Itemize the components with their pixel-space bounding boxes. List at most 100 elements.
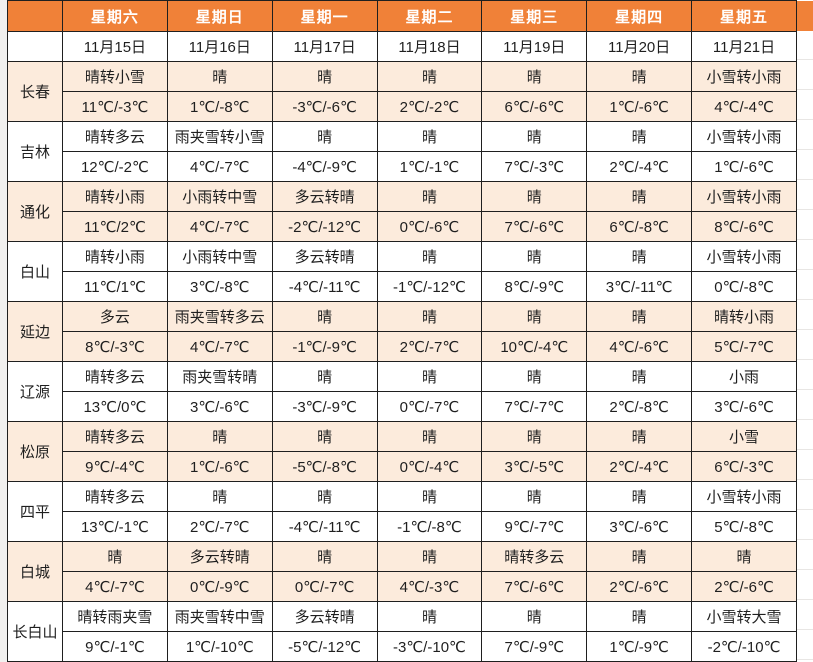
temp-cell: 11℃/-3℃ [62, 91, 168, 122]
temp-cell: 9℃/-7℃ [481, 511, 588, 542]
city-weather-row: 长春 晴转小雪晴晴晴晴晴小雪转小雨 [7, 61, 797, 122]
city-name: 长白山 [7, 601, 63, 662]
city-temps-row: 4℃/-7℃ 0℃/-9℃ 0℃/-7℃ 4℃/-3℃ 7℃/-6℃ 2℃/-6℃ 2℃/-… [8, 571, 797, 602]
temp-cell: 13℃/0℃ [62, 391, 168, 422]
city-name: 白城 [7, 541, 63, 602]
city-temps-row: 9℃/-1℃ 1℃/-10℃ -5℃/-12℃ -3℃/-10℃ 7℃/-9℃ 1℃/-9… [8, 631, 797, 662]
temp-cell: 0℃/-7℃ [376, 391, 483, 422]
weather-cell: 多云转晴 [166, 541, 273, 572]
city-temps-row: 9℃/-4℃ 1℃/-6℃ -5℃/-8℃ 0℃/-4℃ 3℃/-5℃ 2℃/-4℃ 6℃/… [8, 451, 797, 482]
weather-cell: 小雪转小雨 [691, 481, 797, 512]
weather-cell: 雨夹雪转多云 [166, 301, 273, 332]
weather-cell: 晴 [481, 241, 588, 272]
weather-cell: 雨夹雪转中雪 [166, 601, 273, 632]
weather-cell: 小雪转小雨 [691, 61, 797, 92]
temp-cell: 12℃/-2℃ [62, 151, 168, 182]
weather-cell: 晴 [586, 361, 693, 392]
city-weather-row: 松原 晴转多云晴晴晴晴晴小雪 [7, 421, 797, 482]
temp-cell: 8℃/-3℃ [62, 331, 168, 362]
temp-cell: 4℃/-7℃ [166, 211, 273, 242]
temp-cell: 0℃/-7℃ [271, 571, 378, 602]
weather-cell: 晴 [166, 61, 273, 92]
weather-cell: 晴 [376, 541, 483, 572]
city-name: 延边 [7, 301, 63, 362]
temp-cell: -5℃/-12℃ [271, 631, 378, 662]
weather-cell: 晴 [586, 541, 693, 572]
day-header: 星期日 [166, 0, 273, 32]
temp-cell: 4℃/-4℃ [691, 91, 797, 122]
weather-cell: 晴 [586, 61, 693, 92]
temp-cell: 0℃/-8℃ [691, 271, 797, 302]
weather-cell: 晴转雨夹雪 [62, 601, 168, 632]
city-temps-row: 8℃/-3℃ 4℃/-7℃ -1℃/-9℃ 2℃/-7℃ 10℃/-4℃ 4℃/-6℃ 5℃… [8, 331, 797, 362]
temp-cell: 11℃/1℃ [62, 271, 168, 302]
temp-cell: -1℃/-9℃ [271, 331, 378, 362]
temp-cell: 6℃/-3℃ [691, 451, 797, 482]
temp-cell: 8℃/-6℃ [691, 211, 797, 242]
date-cell: 11月19日 [481, 31, 588, 62]
temp-cell: 5℃/-8℃ [691, 511, 797, 542]
corner-cell [7, 0, 63, 32]
weather-cell: 晴 [62, 541, 168, 572]
weather-cell: 雨夹雪转晴 [166, 361, 273, 392]
city-temps-row: 12℃/-2℃ 4℃/-7℃ -4℃/-9℃ 1℃/-1℃ 7℃/-3℃ 2℃/-4℃ 1℃… [8, 151, 797, 182]
weather-cell: 晴 [376, 241, 483, 272]
weather-cell: 多云转晴 [271, 181, 378, 212]
temp-cell: 3℃/-5℃ [481, 451, 588, 482]
weather-cell: 晴 [481, 421, 588, 452]
temp-cell: 6℃/-6℃ [481, 91, 588, 122]
temp-cell: 4℃/-7℃ [166, 151, 273, 182]
temp-cell: 4℃/-7℃ [166, 331, 273, 362]
weather-cell: 晴 [271, 301, 378, 332]
city-temps-row: 11℃/-3℃ 1℃/-8℃ -3℃/-6℃ 2℃/-2℃ 6℃/-6℃ 1℃/-6℃ 4℃… [8, 91, 797, 122]
date-corner-cell [7, 31, 63, 62]
weather-cell: 晴 [586, 301, 693, 332]
weather-cell: 晴 [376, 61, 483, 92]
date-row: 11月15日 11月16日 11月17日 11月18日 11月19日 11月20日 11月2… [7, 31, 797, 62]
city-name: 四平 [7, 481, 63, 542]
weather-cell: 小雨转中雪 [166, 181, 273, 212]
weather-cell: 小雪 [691, 421, 797, 452]
weather-cell: 晴 [481, 601, 588, 632]
date-cell: 11月18日 [376, 31, 483, 62]
temp-cell: 11℃/2℃ [62, 211, 168, 242]
temp-cell: -2℃/-10℃ [691, 631, 797, 662]
temp-cell: 1℃/-6℃ [166, 451, 273, 482]
temp-cell: 7℃/-6℃ [481, 571, 588, 602]
weather-table: 星期六 星期日 星期一 星期二 星期三 星期四 星期五 11月15日 11月16日 11月17日… [7, 0, 797, 662]
spreadsheet-right-edge [797, 0, 813, 662]
temp-cell: 9℃/-4℃ [62, 451, 168, 482]
weather-cell: 晴 [271, 121, 378, 152]
weather-cell: 晴 [481, 361, 588, 392]
city-weather-row: 吉林 晴转多云 雨夹雪转小雪晴晴晴晴小雪转小雨 [7, 121, 797, 182]
weather-cell: 晴转小雪 [62, 61, 168, 92]
temp-cell: -5℃/-8℃ [271, 451, 378, 482]
weather-cell: 晴 [271, 481, 378, 512]
weather-cell: 晴 [166, 421, 273, 452]
temp-cell: 2℃/-8℃ [586, 391, 693, 422]
temp-cell: -3℃/-6℃ [271, 91, 378, 122]
weather-cell: 晴 [586, 481, 693, 512]
weather-table-body: 长春 晴转小雪晴晴晴晴晴小雪转小雨 11℃/-3℃ 1℃/-8℃ -3℃/-6℃ 2℃/-… [7, 61, 797, 662]
temp-cell: 3℃/-6℃ [166, 391, 273, 422]
city-weather-row: 辽源 晴转多云 雨夹雪转晴晴晴晴晴小雨 [7, 361, 797, 422]
day-header: 星期三 [481, 0, 588, 32]
date-cell: 11月16日 [166, 31, 273, 62]
temp-cell: -2℃/-12℃ [271, 211, 378, 242]
city-name: 白山 [7, 241, 63, 302]
weather-cell: 晴转小雨 [62, 181, 168, 212]
weather-cell: 晴 [376, 121, 483, 152]
date-cell: 11月21日 [691, 31, 797, 62]
temp-cell: 1℃/-8℃ [166, 91, 273, 122]
temp-cell: 2℃/-4℃ [586, 451, 693, 482]
city-name: 辽源 [7, 361, 63, 422]
city-temps-row: 13℃/-1℃ 2℃/-7℃ -4℃/-11℃ -1℃/-8℃ 9℃/-7℃ 3℃/-6℃… [8, 511, 797, 542]
temp-cell: -4℃/-11℃ [271, 511, 378, 542]
weather-cell: 晴 [481, 181, 588, 212]
weather-cell: 晴 [271, 61, 378, 92]
header-row-overflow [797, 1, 813, 31]
city-name: 松原 [7, 421, 63, 482]
city-weather-row: 通化 晴转小雨 小雨转中雪 多云转晴晴晴晴小雪转小雨 [7, 181, 797, 242]
weather-cell: 晴 [586, 181, 693, 212]
weather-cell: 晴 [691, 541, 797, 572]
